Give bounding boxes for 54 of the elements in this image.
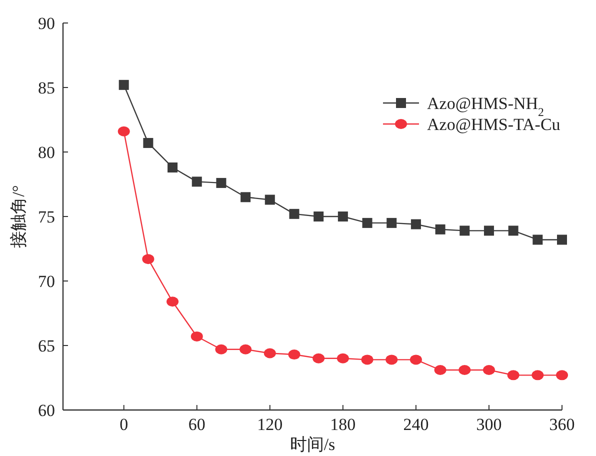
y-tick-label: 85 bbox=[38, 78, 55, 98]
point bbox=[484, 226, 494, 236]
y-tick-label: 80 bbox=[38, 143, 55, 162]
point bbox=[508, 226, 518, 236]
point bbox=[215, 344, 228, 354]
point bbox=[410, 354, 422, 365]
y-tick-label: 70 bbox=[38, 272, 55, 291]
point bbox=[314, 212, 324, 222]
x-axis-title: 时间/s bbox=[290, 435, 336, 454]
point bbox=[118, 80, 129, 90]
point bbox=[289, 208, 300, 219]
point bbox=[338, 212, 348, 222]
point bbox=[143, 138, 154, 148]
x-tick-label: 180 bbox=[330, 415, 356, 434]
y-tick-label: 75 bbox=[38, 208, 55, 226]
x-tick-label: 300 bbox=[476, 415, 502, 434]
point bbox=[240, 192, 251, 202]
y-tick-label: 60 bbox=[38, 401, 55, 420]
point bbox=[557, 234, 567, 245]
point bbox=[435, 224, 446, 234]
point bbox=[386, 218, 397, 228]
point bbox=[362, 218, 372, 228]
point bbox=[507, 370, 520, 380]
point bbox=[361, 354, 374, 365]
point bbox=[288, 350, 300, 360]
x-tick-label: 120 bbox=[257, 415, 283, 434]
y-axis-title: 接触角/° bbox=[9, 185, 28, 248]
x-tick-label: 360 bbox=[549, 415, 575, 434]
point bbox=[264, 194, 275, 205]
x-tick-label: 0 bbox=[120, 415, 128, 434]
point bbox=[458, 365, 471, 376]
point bbox=[532, 370, 544, 380]
point bbox=[556, 370, 568, 380]
point bbox=[434, 365, 446, 376]
point bbox=[264, 348, 276, 358]
point bbox=[482, 365, 495, 376]
y-tick-label: 65 bbox=[38, 336, 55, 356]
x-tick-label: 60 bbox=[188, 415, 206, 434]
point bbox=[312, 353, 325, 364]
point bbox=[532, 234, 543, 245]
point bbox=[190, 331, 203, 342]
point bbox=[386, 354, 398, 365]
point bbox=[118, 126, 130, 136]
point bbox=[216, 178, 226, 188]
point bbox=[240, 344, 252, 354]
point bbox=[336, 353, 349, 364]
y-tick-label: 90 bbox=[38, 14, 55, 33]
point bbox=[192, 176, 202, 187]
x-tick-label: 240 bbox=[403, 415, 429, 434]
point bbox=[410, 219, 421, 230]
point bbox=[142, 254, 154, 264]
point bbox=[168, 162, 178, 172]
point bbox=[166, 296, 179, 307]
point bbox=[460, 226, 470, 236]
